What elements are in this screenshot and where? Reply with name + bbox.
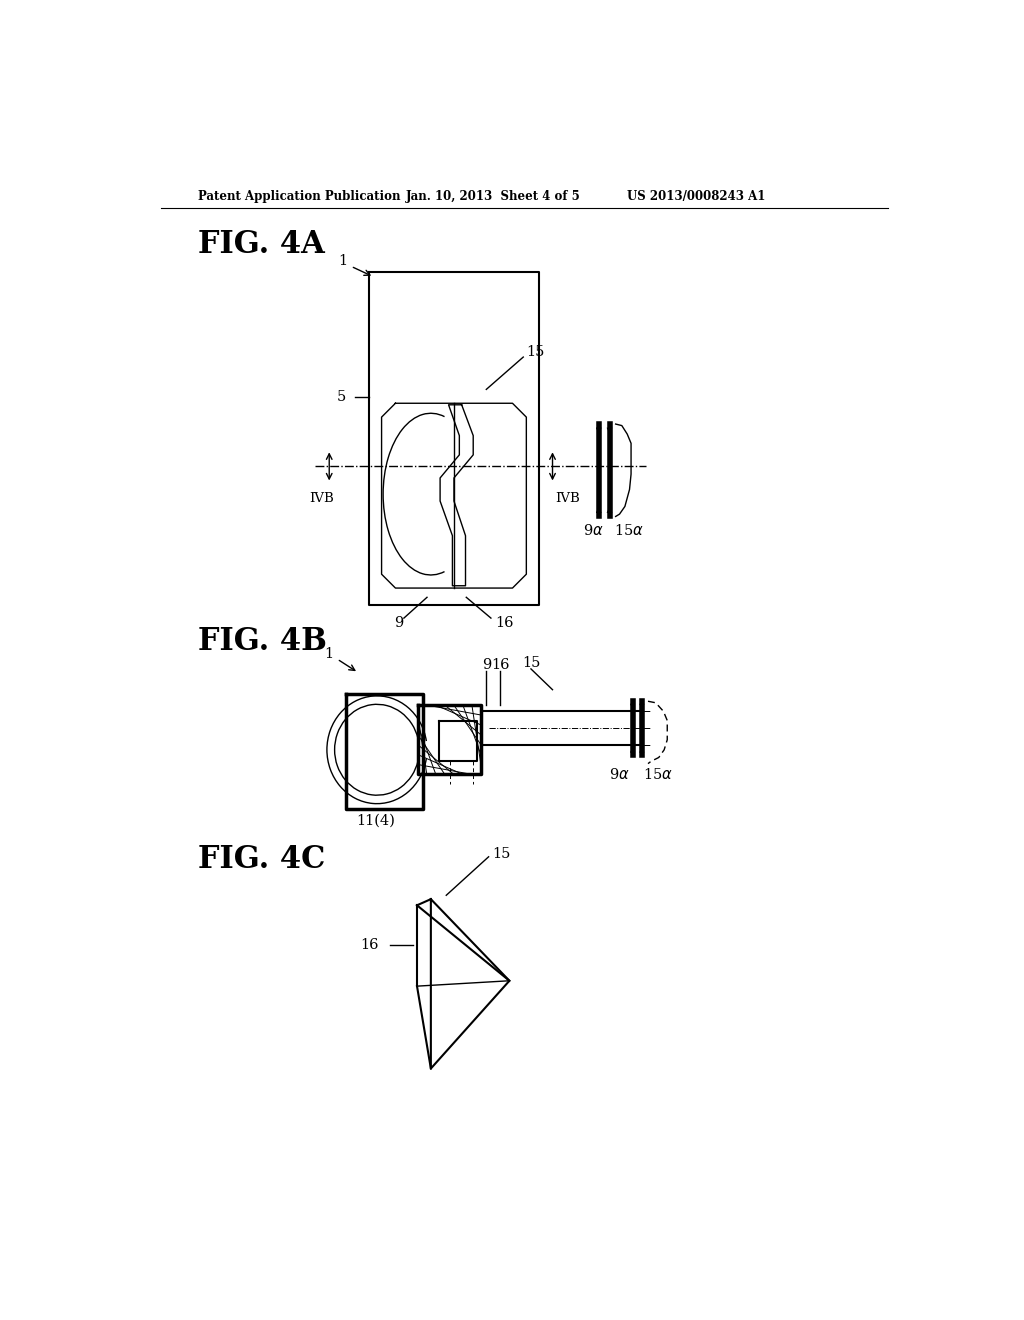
Text: FIG. 4B: FIG. 4B <box>199 627 328 657</box>
Text: 9$\alpha$: 9$\alpha$ <box>583 523 604 537</box>
Text: 9: 9 <box>481 659 490 672</box>
Text: 5: 5 <box>337 391 346 404</box>
Text: FIG. 4A: FIG. 4A <box>199 230 325 260</box>
Text: 11(4): 11(4) <box>356 813 395 828</box>
Text: 15: 15 <box>493 847 511 862</box>
Text: 15: 15 <box>522 656 540 669</box>
Text: 16: 16 <box>496 615 514 630</box>
Text: 15$\alpha$: 15$\alpha$ <box>643 767 673 781</box>
Text: 9$\alpha$: 9$\alpha$ <box>609 767 630 781</box>
Text: 9: 9 <box>394 615 403 630</box>
Text: 16: 16 <box>490 659 509 672</box>
Text: 1: 1 <box>325 647 334 660</box>
Text: 15$\alpha$: 15$\alpha$ <box>614 523 644 537</box>
Text: Patent Application Publication: Patent Application Publication <box>199 190 400 203</box>
Text: Jan. 10, 2013  Sheet 4 of 5: Jan. 10, 2013 Sheet 4 of 5 <box>407 190 581 203</box>
Text: US 2013/0008243 A1: US 2013/0008243 A1 <box>628 190 766 203</box>
Text: 15: 15 <box>526 346 545 359</box>
Text: 16: 16 <box>360 939 379 952</box>
Text: IVB: IVB <box>556 492 581 506</box>
Text: FIG. 4C: FIG. 4C <box>199 843 326 875</box>
Text: IVB: IVB <box>309 492 334 506</box>
Text: 1: 1 <box>339 253 347 268</box>
